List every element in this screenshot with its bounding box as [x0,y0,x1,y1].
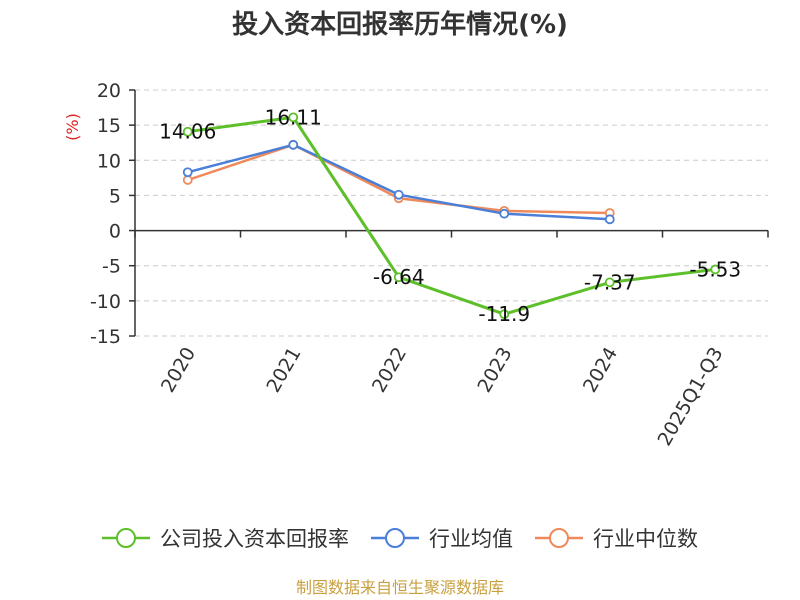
series-0-point-3 [499,309,510,320]
y-tick-label-6: -10 [90,291,121,313]
y-tick-label-1: 15 [97,115,121,137]
data-label-5: -5.53 [689,257,741,281]
x-tick-label-1: 2021 [262,344,305,397]
data-label-0: 14.06 [159,120,216,144]
legend-marker-2 [549,528,569,548]
grid [135,89,768,337]
y-tick-label-2: 10 [97,150,121,172]
data-label-2: -6.64 [373,265,425,289]
series-0-point-0 [182,126,193,137]
series-0-point-2 [393,272,404,283]
series-1-point-2 [393,189,404,200]
series-line-0 [187,115,716,316]
series-1-point-1 [288,139,299,150]
legend-marker-1 [385,528,405,548]
y-axis-label: (%) [63,113,82,141]
y-tick-label-7: -15 [90,326,121,348]
series [182,112,721,320]
series-1-point-0 [182,167,193,178]
y-tick-label-5: -5 [102,256,121,278]
series-1-point-4 [604,214,615,225]
legend: 公司投入资本回报率 行业均值 行业中位数 [102,527,698,551]
legend-label-2: 行业中位数 [593,527,698,551]
chart-title: 投入资本回报率历年情况(%) [232,9,568,40]
data-label-4: -7.37 [584,270,636,294]
series-2-point-0 [182,175,193,185]
series-0-point-4 [604,277,615,288]
source-note: 制图数据来自恒生聚源数据库 [296,578,504,597]
series-line-1 [187,143,610,221]
x-tick-label-4: 2024 [579,344,622,397]
series-0-point-1 [288,112,299,123]
x-tick-label-0: 2020 [157,344,200,397]
x-tick-label-3: 2023 [473,344,516,397]
legend-label-1: 行业均值 [429,527,513,551]
series-1-point-3 [499,208,510,219]
legend-label-0: 公司投入资本回报率 [160,527,349,551]
data-labels: 14.06 16.11 -6.64 -11.9 -7.37 -5.53 [159,105,741,326]
x-tick-label-2: 2022 [368,344,411,397]
y-tick-label-4: 0 [109,221,121,243]
x-tick-label-5: 2025Q1-Q3 [654,344,728,450]
y-tick-label-0: 20 [97,80,121,102]
data-label-3: -11.9 [478,302,530,326]
y-tick-label-3: 5 [109,185,121,207]
series-0-point-5 [710,264,721,275]
data-label-1: 16.11 [265,105,322,129]
legend-marker-0 [116,528,136,548]
